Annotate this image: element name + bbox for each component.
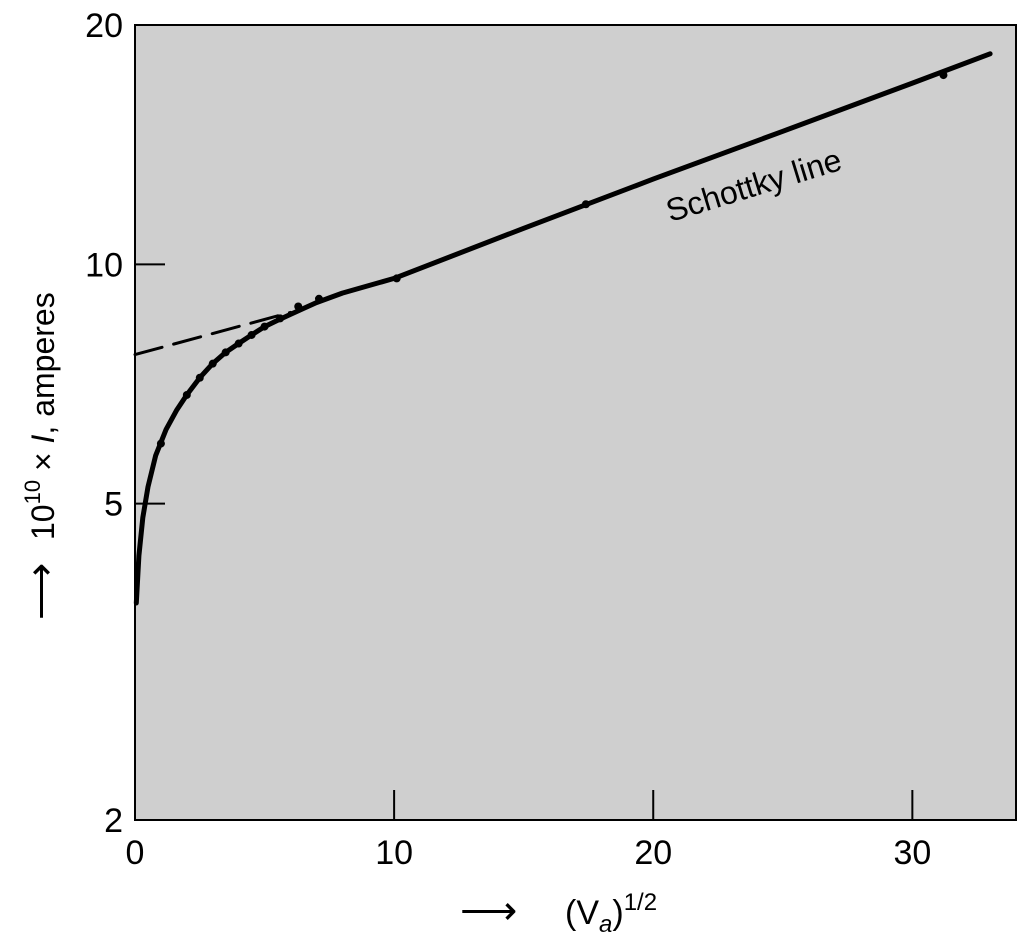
dashed-extrapolation-line	[133, 310, 292, 357]
x-tick-labels: 0 10 20 30	[126, 834, 932, 872]
x-axis-label-sub: a	[599, 911, 612, 938]
x-axis-label: (Va)1/2	[565, 889, 657, 938]
y-tick-labels: 2 5 10 20	[85, 7, 123, 840]
y-axis-label-post: ×	[25, 443, 61, 479]
y-axis-label-pre: 10	[25, 504, 61, 540]
y-tick-label: 5	[104, 486, 123, 524]
data-point	[581, 200, 590, 209]
x-axis-arrow: ⟶	[460, 889, 517, 933]
data-point	[314, 294, 323, 303]
y-axis-label-unit: , amperes	[25, 292, 61, 434]
x-tick-label: 20	[634, 834, 672, 872]
y-axis-label-var: I	[25, 434, 61, 443]
y-tick-label: 2	[104, 802, 123, 840]
y-axis-label: 1010 × I, amperes	[20, 292, 61, 540]
y-tick-label: 20	[85, 7, 123, 45]
series-layer	[133, 51, 993, 606]
data-point	[182, 390, 191, 399]
data-point	[939, 71, 948, 80]
plot-area	[134, 24, 1017, 821]
x-tick-label: 30	[893, 834, 931, 872]
x-axis-label-sup: 1/2	[624, 889, 657, 916]
data-point	[195, 373, 204, 382]
y-axis-arrow: ⟶	[19, 563, 63, 620]
data-point	[276, 314, 285, 323]
data-point	[294, 302, 303, 311]
data-point	[260, 322, 269, 331]
x-axis-label-close: )	[612, 894, 623, 932]
tick-marks	[135, 263, 914, 820]
x-tick-label: 10	[375, 834, 413, 872]
y-tick-label: 10	[85, 246, 123, 284]
y-axis-label-sup: 10	[20, 480, 45, 504]
data-point	[247, 330, 256, 339]
data-point	[208, 359, 217, 368]
x-tick-label: 0	[126, 834, 145, 872]
data-point	[234, 339, 243, 348]
data-point	[156, 439, 165, 448]
data-point	[221, 348, 230, 357]
x-axis-label-base: (V	[565, 894, 599, 932]
data-point	[392, 274, 401, 283]
